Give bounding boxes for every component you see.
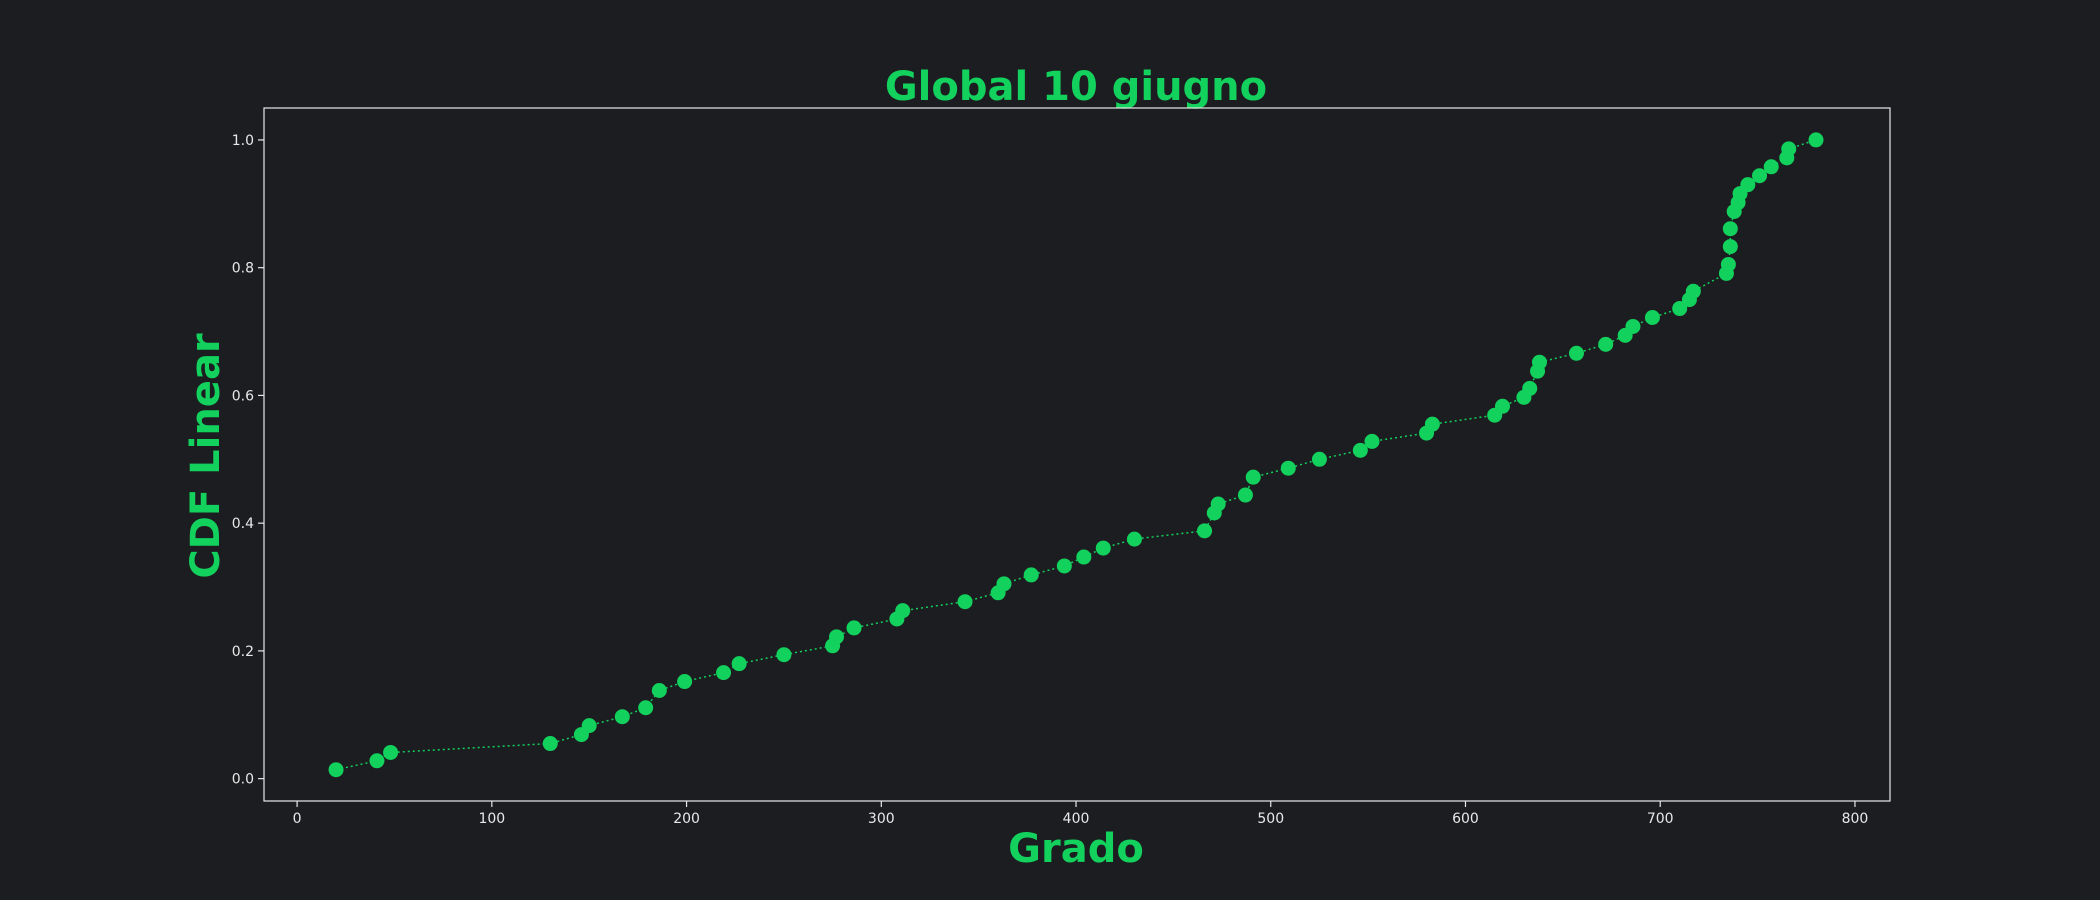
data-point: [1023, 567, 1039, 583]
data-point: [1126, 531, 1142, 547]
data-point: [581, 718, 597, 734]
data-point: [677, 674, 693, 690]
data-point: [1781, 141, 1797, 157]
x-tick-label: 600: [1452, 811, 1479, 827]
x-tick-label: 400: [1063, 811, 1090, 827]
data-point: [1424, 416, 1440, 432]
y-tick-label: 0.4: [232, 516, 254, 532]
data-point: [638, 700, 654, 716]
data-point: [1763, 159, 1779, 175]
data-point: [1237, 487, 1253, 503]
data-point: [1531, 354, 1547, 370]
data-point: [996, 576, 1012, 592]
data-point: [1076, 549, 1092, 565]
data-point: [731, 656, 747, 672]
data-point: [1568, 345, 1584, 361]
data-point: [895, 603, 911, 619]
data-point: [1522, 380, 1538, 396]
x-tick-label: 0: [293, 811, 302, 827]
data-point: [1722, 239, 1738, 255]
data-point: [1311, 451, 1327, 467]
data-point: [328, 762, 344, 778]
plot-area: 0 100 200 300 400 500 600 700 800 0.0 0.2 0.4 0.6 0.8…: [232, 107, 1891, 827]
data-point: [1056, 558, 1072, 574]
y-axis-label: CDF Linear: [183, 333, 229, 579]
data-point: [716, 665, 732, 681]
data-point: [1808, 132, 1824, 148]
data-point: [383, 744, 399, 760]
data-point: [614, 709, 630, 725]
data-point: [1740, 177, 1756, 193]
x-tick-label: 100: [478, 811, 505, 827]
chart-title: Global 10 giugno: [885, 64, 1267, 110]
data-point: [829, 629, 845, 645]
data-point: [1245, 469, 1261, 485]
data-point: [1598, 336, 1614, 352]
y-tick-label: 1.0: [232, 133, 254, 149]
y-tick-label: 0.2: [232, 644, 254, 660]
data-point: [957, 594, 973, 610]
data-point: [1352, 442, 1368, 458]
data-point: [1280, 460, 1296, 476]
data-point: [651, 683, 667, 699]
y-tick-label: 0.0: [232, 772, 254, 788]
data-point: [1720, 256, 1736, 272]
x-tick-label: 700: [1647, 811, 1674, 827]
data-point: [776, 647, 792, 663]
data-point: [1644, 309, 1660, 325]
data-point: [846, 620, 862, 636]
x-tick-label: 200: [673, 811, 700, 827]
data-point: [1364, 433, 1380, 449]
data-point: [1210, 496, 1226, 512]
y-tick-label: 0.6: [232, 388, 254, 404]
data-point: [369, 753, 385, 769]
data-point: [1494, 398, 1510, 414]
x-axis-label: Grado: [1008, 826, 1144, 872]
y-tick-label: 0.8: [232, 261, 254, 277]
data-point: [1722, 221, 1738, 237]
axes-frame: [263, 107, 1891, 802]
x-tick-label: 800: [1842, 811, 1869, 827]
data-point: [1752, 168, 1768, 184]
x-tick-label: 500: [1257, 811, 1284, 827]
data-point: [1095, 540, 1111, 556]
x-tick-label: 300: [868, 811, 895, 827]
data-point: [1672, 301, 1688, 317]
data-point: [542, 736, 558, 752]
data-point: [1197, 523, 1213, 539]
data-point: [1625, 318, 1641, 334]
data-point: [1685, 283, 1701, 299]
